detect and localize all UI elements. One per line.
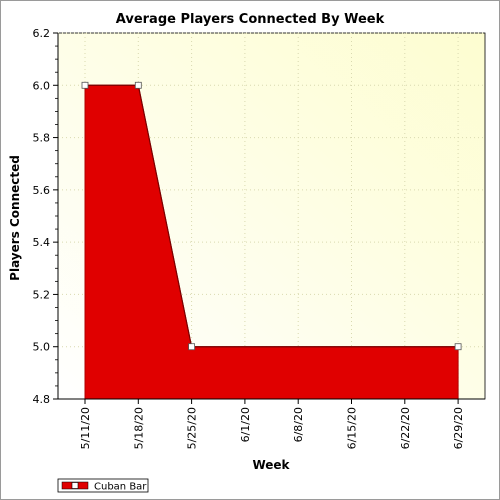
x-tick-label: 6/8/20 bbox=[292, 407, 305, 442]
data-point-marker bbox=[81, 81, 89, 89]
data-point-marker bbox=[188, 343, 196, 351]
y-tick-labels: 4.8 5.0 5.2 5.4 5.6 5.8 6.0 6.2 bbox=[33, 27, 58, 406]
legend-marker-icon bbox=[71, 482, 79, 489]
data-point-marker bbox=[134, 81, 142, 89]
legend: Cuban Bar bbox=[57, 478, 149, 493]
x-tick-label: 6/29/20 bbox=[452, 407, 465, 449]
series-line bbox=[85, 84, 459, 348]
y-tick-label: 5.8 bbox=[33, 132, 51, 145]
chart-title: Average Players Connected By Week bbox=[116, 12, 385, 27]
x-tick-label: 6/15/20 bbox=[346, 407, 359, 449]
y-tick-label: 6.0 bbox=[33, 79, 51, 92]
x-tick-label: 6/1/20 bbox=[239, 407, 252, 442]
x-tick-labels: 5/11/20 5/18/20 5/25/20 6/1/20 6/8/20 6/15/20… bbox=[79, 399, 465, 449]
data-point-marker bbox=[454, 343, 462, 351]
legend-label: Cuban Bar bbox=[94, 482, 147, 493]
y-tick-label: 5.2 bbox=[33, 288, 51, 301]
y-tick-label: 5.0 bbox=[33, 341, 51, 354]
x-tick-label: 5/18/20 bbox=[132, 407, 145, 449]
x-tick-label: 5/25/20 bbox=[186, 407, 199, 449]
y-axis-label: Players Connected bbox=[8, 155, 22, 281]
y-tick-label: 6.2 bbox=[33, 27, 51, 40]
y-tick-label: 5.4 bbox=[33, 236, 51, 249]
series-area-layer bbox=[81, 81, 462, 400]
y-tick-label: 4.8 bbox=[33, 393, 51, 406]
x-tick-label: 6/22/20 bbox=[399, 407, 412, 449]
y-tick-label: 5.6 bbox=[33, 184, 51, 197]
x-axis-label: Week bbox=[252, 458, 290, 472]
x-tick-label: 5/11/20 bbox=[79, 407, 92, 449]
